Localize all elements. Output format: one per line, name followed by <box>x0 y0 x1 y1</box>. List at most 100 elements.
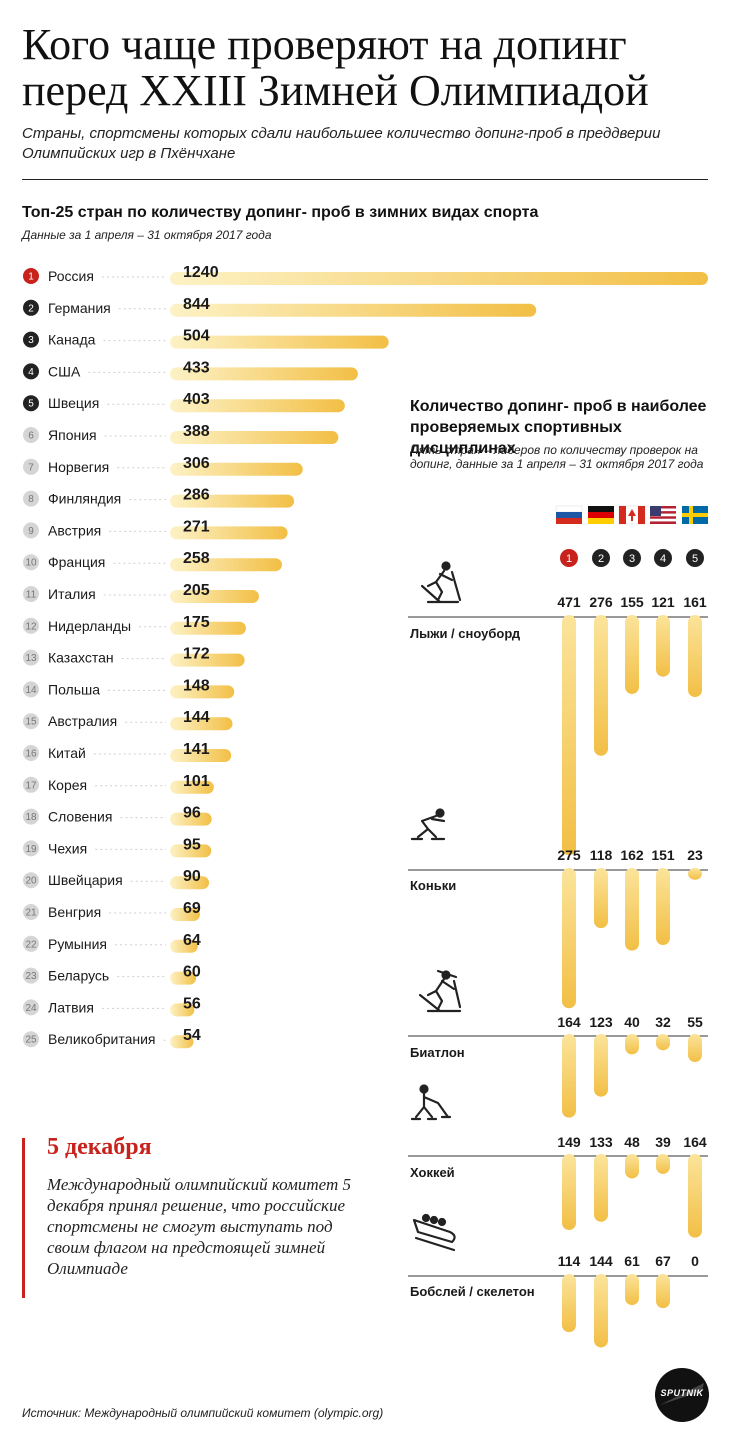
note-accent-bar <box>22 1138 25 1298</box>
bar-Швейцария <box>170 876 210 890</box>
country-label: Беларусь <box>48 968 109 984</box>
rank-badge <box>23 967 39 984</box>
value-label: 0 <box>691 1253 699 1269</box>
value-label: 144 <box>183 709 210 726</box>
value-label: 55 <box>687 1014 703 1030</box>
flag-russia-icon <box>555 505 583 524</box>
flag-stripe-red <box>556 518 582 524</box>
skier-icon <box>420 561 462 604</box>
value-label: 64 <box>183 932 201 949</box>
flag-stripe <box>650 508 676 512</box>
rank-badge <box>23 268 39 284</box>
value-label: 149 <box>557 1134 581 1150</box>
country-label: Великобритания <box>48 1031 156 1047</box>
rank-badge <box>23 427 39 443</box>
left-chart-subtitle: Данные за 1 апреля – 31 октября 2017 год… <box>22 228 272 242</box>
value-label: 90 <box>183 868 201 885</box>
rank-label: 4 <box>28 367 34 378</box>
source-note: Источник: Международный олимпийский коми… <box>22 1406 384 1420</box>
left-chart-title: Топ-25 стран по количеству допинг- проб … <box>22 204 539 221</box>
rank-badge <box>23 299 39 316</box>
discipline-label: Биатлон <box>410 1045 465 1060</box>
value-label: 123 <box>589 1014 613 1030</box>
flag-stripe <box>650 506 676 509</box>
country-label: Франция <box>48 554 105 570</box>
bar-Коньки-США <box>656 868 670 946</box>
rank-label: 1 <box>28 272 34 283</box>
skater-body <box>416 814 446 839</box>
maple-leaf-icon <box>628 509 636 521</box>
country-label: Швеция <box>48 395 99 411</box>
rank-label: 20 <box>25 876 37 887</box>
rank-badge <box>654 549 672 567</box>
bobsleigh-sled <box>412 1218 456 1252</box>
bar-Лыжи / сноуборд-США <box>656 615 670 677</box>
country-label: Россия <box>48 268 94 284</box>
rank-badge <box>23 458 39 475</box>
country-label: Словения <box>48 809 112 825</box>
bar-Лыжи / сноуборд-Канада <box>625 615 639 695</box>
rank-label: 2 <box>598 553 604 565</box>
value-label: 276 <box>589 594 613 610</box>
rank-label: 1 <box>566 553 572 565</box>
hockey-player-icon <box>410 1084 452 1121</box>
rank-badge <box>23 935 39 952</box>
flag-stripe <box>650 516 676 519</box>
flag-band-right <box>638 506 645 524</box>
country-label: Италия <box>48 586 96 602</box>
country-label: Корея <box>48 777 87 793</box>
rank-badge <box>23 395 39 412</box>
rank-label: 8 <box>28 494 34 505</box>
rank-badge <box>23 363 39 380</box>
value-label: 388 <box>183 423 210 440</box>
value-label: 54 <box>183 1027 201 1044</box>
note-date: 5 декабря <box>47 1134 152 1160</box>
rank-label: 24 <box>25 1003 37 1014</box>
value-label: 471 <box>557 594 581 610</box>
country-label: Австрия <box>48 522 101 538</box>
hockey-stick <box>410 1115 452 1121</box>
bar-Беларусь <box>170 971 197 985</box>
sputnik-logo-mark <box>655 1368 709 1422</box>
rank-badge <box>23 554 39 571</box>
value-label: 151 <box>651 847 675 863</box>
value-label: 133 <box>589 1134 613 1150</box>
rank-label: 21 <box>25 908 37 919</box>
value-label: 39 <box>655 1134 671 1150</box>
value-label: 164 <box>683 1134 707 1150</box>
country-label: Венгрия <box>48 904 101 920</box>
bar-Лыжи / сноуборд-Россия <box>562 615 576 856</box>
country-label: Швейцария <box>48 872 123 888</box>
bar-Нидерланды <box>170 621 246 635</box>
rank-badge <box>23 745 39 761</box>
value-label: 32 <box>655 1014 671 1030</box>
bar-Польша <box>170 685 235 699</box>
flag-stripe <box>650 513 676 517</box>
country-label: США <box>48 363 81 379</box>
rank-badge <box>23 1031 39 1048</box>
country-label: Канада <box>48 332 96 348</box>
rank-label: 9 <box>28 526 34 537</box>
logo-text: SPUTNIK <box>660 1388 704 1398</box>
bar-Коньки-Германия <box>594 868 608 929</box>
flag-germany-icon <box>588 506 614 524</box>
bar-Финляндия <box>170 494 295 508</box>
country-label: Австралия <box>48 713 117 729</box>
bob-head-2 <box>429 1215 439 1225</box>
bar-Биатлон-Канада <box>625 1034 639 1055</box>
bar-Хоккей-Швеция <box>688 1154 702 1238</box>
bar-Швеция <box>170 399 345 413</box>
value-label: 23 <box>687 847 703 863</box>
country-label: Нидерланды <box>48 618 131 634</box>
bar-Япония <box>170 431 339 444</box>
header-divider <box>22 179 708 180</box>
bar-Германия <box>170 303 537 317</box>
rank-label: 19 <box>25 844 37 855</box>
bob-head-3 <box>437 1217 447 1227</box>
country-label: Чехия <box>48 840 87 856</box>
ski-poles <box>420 570 462 604</box>
rank-label: 4 <box>660 553 666 565</box>
value-label: 40 <box>624 1014 640 1030</box>
bar-Бобслей / скелетон-США <box>656 1274 670 1309</box>
